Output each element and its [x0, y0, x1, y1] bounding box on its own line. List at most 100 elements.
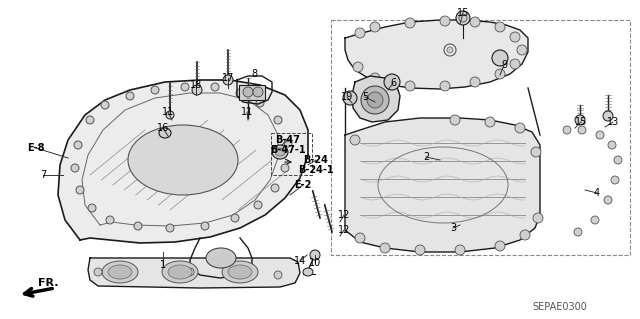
Ellipse shape: [228, 265, 252, 279]
Ellipse shape: [470, 77, 480, 87]
Text: 15: 15: [457, 8, 469, 18]
Ellipse shape: [495, 241, 505, 251]
Ellipse shape: [370, 22, 380, 32]
Ellipse shape: [253, 87, 263, 97]
Ellipse shape: [166, 224, 174, 232]
Text: 16: 16: [157, 123, 169, 133]
Text: 13: 13: [607, 117, 619, 127]
Ellipse shape: [181, 83, 189, 91]
Ellipse shape: [563, 126, 571, 134]
Ellipse shape: [134, 222, 142, 230]
Text: 18: 18: [190, 80, 202, 90]
Ellipse shape: [166, 111, 174, 119]
Ellipse shape: [614, 156, 622, 164]
Ellipse shape: [415, 245, 425, 255]
Ellipse shape: [495, 22, 505, 32]
Bar: [331, 20, 630, 255]
Ellipse shape: [76, 186, 84, 194]
Text: SEPAE0300: SEPAE0300: [532, 302, 588, 312]
Ellipse shape: [603, 111, 613, 121]
Bar: [271, 133, 312, 175]
Ellipse shape: [459, 14, 467, 22]
Polygon shape: [352, 76, 400, 122]
Ellipse shape: [591, 216, 599, 224]
Ellipse shape: [201, 222, 209, 230]
Text: 10: 10: [309, 258, 321, 268]
Ellipse shape: [272, 145, 288, 159]
Ellipse shape: [510, 32, 520, 42]
Ellipse shape: [102, 261, 138, 283]
Text: 12: 12: [338, 210, 350, 220]
Text: 9: 9: [501, 60, 507, 70]
Ellipse shape: [168, 265, 192, 279]
Ellipse shape: [405, 18, 415, 28]
Text: 4: 4: [594, 188, 600, 198]
Text: B-24-1: B-24-1: [298, 165, 334, 175]
Polygon shape: [345, 20, 528, 89]
Polygon shape: [88, 258, 300, 288]
Ellipse shape: [86, 116, 94, 124]
Ellipse shape: [211, 83, 219, 91]
Ellipse shape: [492, 50, 508, 66]
Ellipse shape: [186, 268, 194, 276]
Ellipse shape: [71, 164, 79, 172]
Ellipse shape: [405, 81, 415, 91]
Ellipse shape: [515, 123, 525, 133]
Ellipse shape: [310, 250, 320, 260]
Polygon shape: [345, 118, 540, 252]
Ellipse shape: [256, 99, 264, 107]
Text: FR.: FR.: [38, 278, 58, 288]
Ellipse shape: [284, 139, 292, 147]
Ellipse shape: [611, 176, 619, 184]
Text: 11: 11: [162, 107, 174, 117]
Ellipse shape: [159, 128, 171, 138]
Ellipse shape: [485, 117, 495, 127]
Ellipse shape: [353, 62, 363, 72]
Ellipse shape: [355, 233, 365, 243]
Text: 11: 11: [241, 107, 253, 117]
Ellipse shape: [367, 92, 383, 108]
Ellipse shape: [455, 245, 465, 255]
Text: B-47-1: B-47-1: [270, 145, 306, 155]
Ellipse shape: [231, 214, 239, 222]
Ellipse shape: [384, 74, 400, 90]
Ellipse shape: [128, 125, 238, 195]
Polygon shape: [58, 80, 308, 243]
Ellipse shape: [274, 271, 282, 279]
Ellipse shape: [574, 228, 582, 236]
Ellipse shape: [456, 11, 470, 25]
Ellipse shape: [578, 126, 586, 134]
Ellipse shape: [380, 243, 390, 253]
Ellipse shape: [303, 268, 313, 276]
Ellipse shape: [275, 148, 285, 156]
Ellipse shape: [236, 89, 244, 97]
Ellipse shape: [94, 268, 102, 276]
Ellipse shape: [106, 216, 114, 224]
Ellipse shape: [108, 265, 132, 279]
Text: 7: 7: [40, 170, 46, 180]
Text: E-8: E-8: [28, 143, 45, 153]
Text: 17: 17: [222, 73, 234, 83]
Ellipse shape: [495, 69, 505, 79]
Text: 15: 15: [575, 117, 587, 127]
Ellipse shape: [608, 141, 616, 149]
Ellipse shape: [440, 81, 450, 91]
Text: 3: 3: [450, 223, 456, 233]
Ellipse shape: [510, 59, 520, 69]
Ellipse shape: [88, 204, 96, 212]
Text: 8: 8: [251, 69, 257, 79]
Ellipse shape: [355, 28, 365, 38]
Ellipse shape: [533, 213, 543, 223]
Ellipse shape: [243, 87, 253, 97]
Ellipse shape: [206, 248, 236, 268]
Ellipse shape: [274, 116, 282, 124]
Ellipse shape: [222, 261, 258, 283]
Ellipse shape: [192, 85, 202, 95]
Ellipse shape: [517, 45, 527, 55]
Ellipse shape: [575, 115, 585, 125]
Ellipse shape: [254, 201, 262, 209]
Ellipse shape: [101, 101, 109, 109]
Text: 5: 5: [362, 92, 368, 102]
Text: B-24: B-24: [303, 155, 328, 165]
Ellipse shape: [450, 115, 460, 125]
